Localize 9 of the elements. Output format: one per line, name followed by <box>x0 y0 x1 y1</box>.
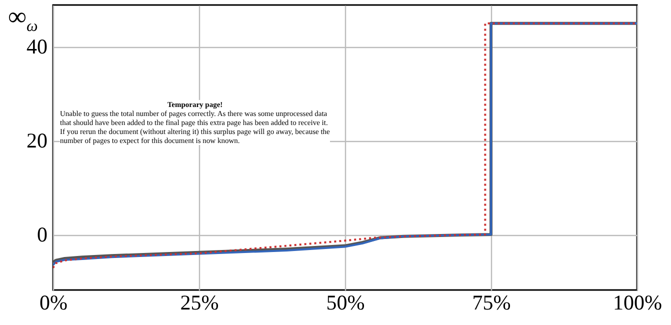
x-tick-label: 25% <box>180 290 219 314</box>
y-tick-label: 0 <box>37 222 48 246</box>
y-tick-label: 40 <box>26 34 48 58</box>
y-tick-label: 20 <box>26 128 48 152</box>
x-tick-label: 0% <box>40 290 68 314</box>
x-tick-label: 50% <box>326 290 365 314</box>
x-tick-label: 100% <box>613 290 662 314</box>
y-axis-title: ∞$_{ω}$ <box>8 2 38 36</box>
x-tick-label: 75% <box>472 290 511 314</box>
